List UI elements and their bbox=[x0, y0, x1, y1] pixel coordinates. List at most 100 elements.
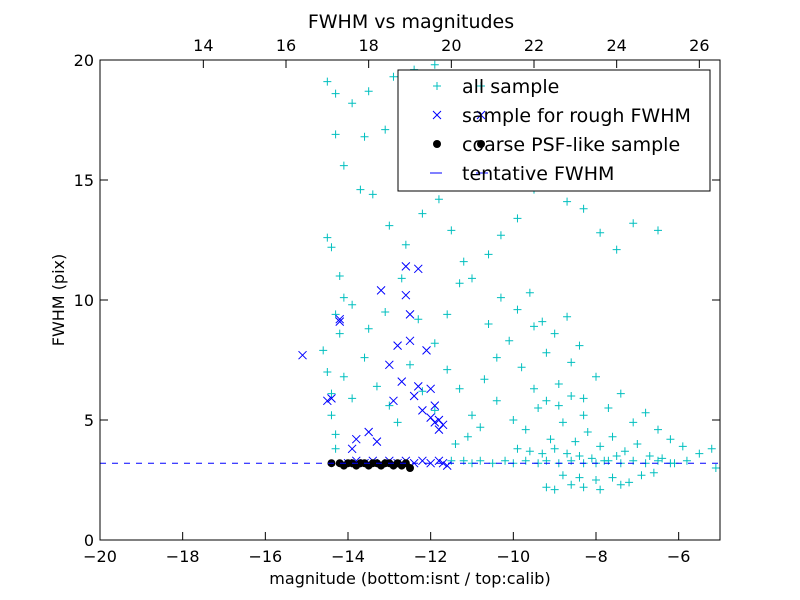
y-tick-label: 20 bbox=[74, 51, 94, 70]
data-point-plus bbox=[331, 89, 340, 98]
data-point-x bbox=[413, 264, 423, 274]
data-point-plus bbox=[335, 329, 344, 338]
data-point-plus bbox=[501, 456, 510, 465]
data-point-x bbox=[430, 401, 440, 410]
data-point-plus bbox=[496, 231, 505, 240]
data-point-plus bbox=[563, 449, 572, 458]
data-point-plus bbox=[430, 60, 439, 69]
data-point-plus bbox=[331, 444, 340, 453]
data-point-plus bbox=[385, 221, 394, 230]
data-point-plus bbox=[707, 444, 716, 453]
data-point-plus bbox=[579, 394, 588, 403]
data-point-x bbox=[351, 434, 361, 444]
y-tick-label: 0 bbox=[84, 531, 94, 550]
legend: all sample sample for rough FWHM coarse … bbox=[397, 69, 711, 192]
data-point-plus bbox=[381, 125, 390, 134]
data-point-plus bbox=[542, 396, 551, 405]
x-tick-label: −16 bbox=[248, 547, 282, 566]
data-point-plus bbox=[658, 454, 667, 463]
data-point-plus bbox=[401, 240, 410, 249]
data-point-plus bbox=[393, 418, 402, 427]
legend-entry-rough-fwhm: sample for rough FWHM bbox=[432, 105, 691, 127]
data-point-plus bbox=[649, 468, 658, 477]
top-tick-label: 22 bbox=[524, 36, 544, 55]
data-point-plus bbox=[654, 425, 662, 434]
data-point-plus bbox=[484, 320, 493, 328]
data-point-plus bbox=[608, 473, 617, 482]
data-point-x bbox=[418, 406, 427, 415]
data-point-plus bbox=[629, 418, 638, 427]
data-point-plus bbox=[513, 305, 522, 314]
data-point-plus bbox=[596, 228, 605, 237]
data-point-plus bbox=[368, 190, 377, 199]
top-tick-label: 16 bbox=[276, 36, 296, 55]
data-point-plus bbox=[550, 485, 559, 494]
data-point-plus bbox=[418, 209, 427, 218]
data-point-plus bbox=[492, 396, 501, 405]
data-point-plus bbox=[364, 324, 373, 333]
data-point-plus bbox=[339, 161, 348, 170]
data-point-plus bbox=[348, 394, 357, 403]
legend-label: tentative FWHM bbox=[462, 163, 614, 185]
data-point-plus bbox=[459, 257, 468, 266]
data-point-plus bbox=[476, 423, 485, 432]
top-tick-label: 24 bbox=[606, 36, 626, 55]
data-point-plus bbox=[612, 452, 621, 460]
data-point-plus bbox=[550, 444, 559, 453]
data-point-plus bbox=[633, 440, 642, 448]
x-tick-label: −14 bbox=[331, 547, 365, 566]
data-point-plus bbox=[542, 348, 551, 357]
legend-entry-tentative-fwhm: tentative FWHM bbox=[430, 163, 614, 185]
data-point-plus bbox=[484, 250, 493, 259]
data-point-plus bbox=[468, 411, 476, 420]
data-point-plus bbox=[620, 447, 629, 456]
data-point-plus bbox=[443, 310, 452, 319]
data-point-plus bbox=[678, 442, 687, 451]
data-point-plus bbox=[530, 384, 538, 393]
data-point-plus bbox=[339, 293, 348, 302]
data-point-plus bbox=[476, 456, 485, 465]
data-point-plus bbox=[517, 363, 526, 372]
data-point-plus bbox=[463, 432, 472, 441]
data-point-x bbox=[322, 396, 332, 406]
data-point-x bbox=[397, 377, 407, 386]
data-point-x bbox=[389, 396, 398, 406]
data-point-plus bbox=[645, 452, 654, 460]
series-2-points bbox=[298, 262, 452, 470]
data-point-plus bbox=[331, 430, 340, 439]
data-point-plus bbox=[554, 380, 563, 388]
legend-entry-psf-like: coarse PSF-like sample bbox=[433, 134, 680, 156]
data-point-x bbox=[376, 286, 386, 295]
data-point-plus bbox=[447, 226, 456, 235]
data-point-plus bbox=[496, 293, 505, 302]
data-point-plus bbox=[455, 384, 464, 393]
legend-entry-all-sample: all sample bbox=[433, 76, 559, 98]
top-tick-label: 18 bbox=[358, 36, 378, 55]
data-point-plus bbox=[616, 480, 625, 489]
data-point-plus bbox=[629, 219, 638, 228]
data-point-x bbox=[372, 437, 382, 446]
data-point-plus bbox=[430, 339, 439, 348]
data-point-plus bbox=[641, 408, 650, 417]
data-point-plus bbox=[563, 312, 572, 321]
data-point-x bbox=[430, 418, 440, 427]
data-point-plus bbox=[604, 404, 613, 412]
y-tick-label: 10 bbox=[74, 291, 94, 310]
top-tick-label: 20 bbox=[441, 36, 461, 55]
series-3-points bbox=[327, 459, 414, 472]
data-point-plus bbox=[563, 197, 572, 206]
x-tick-label: −10 bbox=[496, 547, 530, 566]
data-point-plus bbox=[612, 245, 621, 254]
data-point-plus bbox=[323, 233, 332, 242]
data-point-x bbox=[327, 394, 336, 403]
data-point-plus bbox=[579, 411, 588, 420]
data-point-plus bbox=[666, 435, 675, 444]
data-point-x bbox=[364, 427, 374, 437]
data-point-x bbox=[426, 458, 436, 468]
data-point-plus bbox=[488, 459, 497, 468]
data-point-x bbox=[298, 350, 307, 360]
data-point-plus bbox=[323, 77, 332, 86]
data-point-plus bbox=[430, 406, 439, 415]
data-point-plus bbox=[575, 452, 584, 460]
